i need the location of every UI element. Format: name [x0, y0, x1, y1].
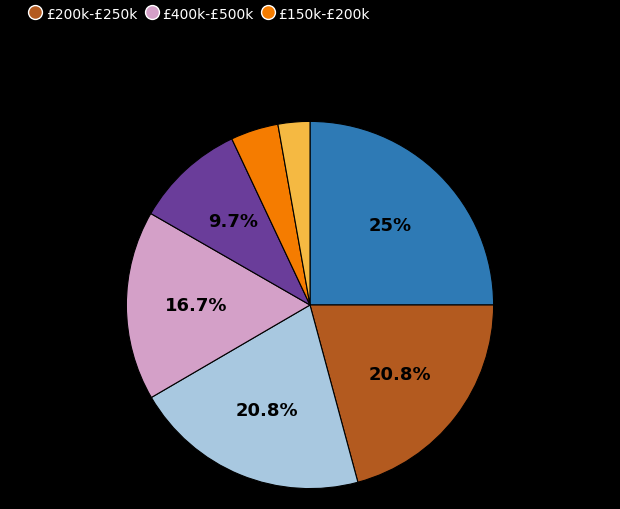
Text: 20.8%: 20.8%	[369, 365, 432, 383]
Wedge shape	[151, 139, 310, 305]
Wedge shape	[232, 125, 310, 305]
Text: 16.7%: 16.7%	[165, 297, 228, 315]
Legend: £300k-£400k, £200k-£250k, £250k-£300k, £400k-£500k, £500k-£750k, £150k-£200k, £1: £300k-£400k, £200k-£250k, £250k-£300k, £…	[28, 0, 491, 25]
Wedge shape	[310, 305, 494, 483]
Text: 9.7%: 9.7%	[208, 213, 258, 231]
Text: 20.8%: 20.8%	[236, 402, 298, 419]
Wedge shape	[151, 305, 358, 489]
Text: 25%: 25%	[369, 216, 412, 234]
Wedge shape	[278, 122, 310, 305]
Wedge shape	[310, 122, 494, 305]
Wedge shape	[126, 214, 310, 398]
